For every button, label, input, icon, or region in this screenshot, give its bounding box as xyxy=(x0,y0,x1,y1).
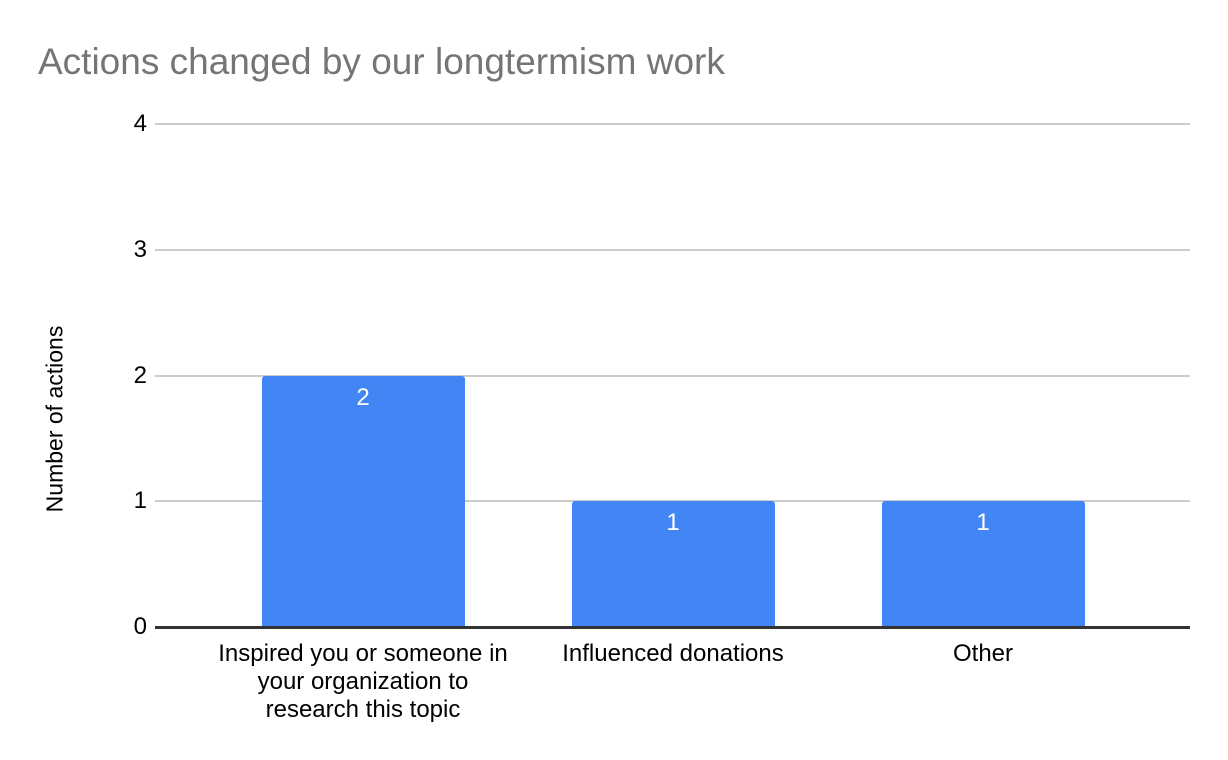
bar xyxy=(881,501,1085,627)
gridline xyxy=(155,248,1190,251)
x-axis-label-line: Inspired you or someone in xyxy=(218,640,508,667)
x-axis-label: Influenced donations xyxy=(508,640,838,668)
bar-value-label: 1 xyxy=(666,509,680,537)
bar xyxy=(571,501,775,627)
x-axis-label: Inspired you or someone in your organizat… xyxy=(198,640,528,724)
x-axis-label-line: research this topic xyxy=(265,696,461,723)
chart-title: Actions changed by our longtermism work xyxy=(38,41,725,82)
y-tick-label: 0 xyxy=(133,613,147,640)
bar-value-label: 1 xyxy=(976,509,990,537)
bar xyxy=(261,375,465,627)
gridline xyxy=(155,374,1190,377)
x-axis-label-line: Other xyxy=(952,640,1014,667)
x-axis-label-line: your organization to xyxy=(257,668,469,695)
x-axis-line xyxy=(155,626,1190,629)
y-axis-title: Number of actions xyxy=(41,325,68,513)
x-axis-label: Other xyxy=(818,640,1148,668)
y-tick-label: 3 xyxy=(133,235,147,263)
y-tick-label: 2 xyxy=(133,361,147,389)
gridline xyxy=(155,123,1190,125)
bar-value-label: 2 xyxy=(356,383,370,411)
y-tick-label: 1 xyxy=(133,487,147,515)
y-tick-label: 4 xyxy=(133,110,147,137)
x-axis-label-line: Influenced donations xyxy=(562,640,784,667)
